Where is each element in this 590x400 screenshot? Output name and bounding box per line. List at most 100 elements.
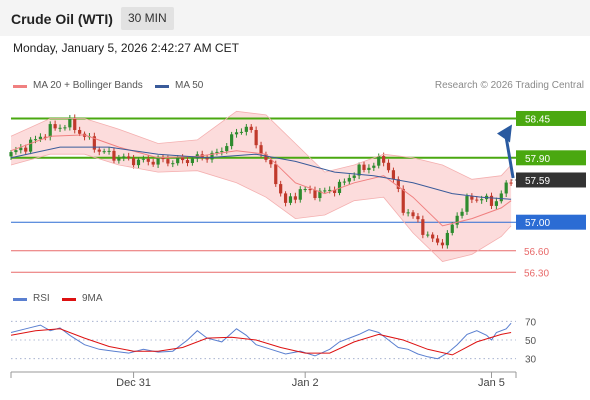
candle-body (475, 199, 479, 201)
candle-body (509, 182, 513, 184)
candle-body (293, 196, 297, 200)
candle-body (166, 159, 170, 164)
timestamp: Monday, January 5, 2026 2:42:27 AM CET (13, 41, 239, 55)
candle-body (48, 124, 52, 138)
interval-selector[interactable]: 30 MIN (121, 7, 174, 30)
candle-body (43, 136, 47, 138)
candle-body (127, 156, 131, 159)
candle-body (377, 156, 381, 166)
x-tick-label-2: Jan 5 (478, 377, 505, 389)
forecast-arrow-head (497, 124, 512, 143)
candle-body (215, 151, 219, 153)
rsi-tick-label-2: 30 (525, 355, 537, 366)
candle-body (416, 216, 420, 220)
candle-body (328, 189, 332, 191)
candle-body (102, 151, 106, 153)
candle-body (426, 234, 430, 236)
candle-body (58, 127, 62, 129)
candle-body (63, 127, 67, 129)
candle-body (234, 132, 239, 135)
candle-body (362, 164, 366, 170)
candle-body (176, 157, 180, 164)
credit-text: Research © 2026 Trading Central (434, 80, 584, 91)
ma50-line (10, 146, 512, 200)
candle-body (279, 184, 283, 194)
candle-body (288, 196, 293, 203)
candle-body (38, 136, 43, 140)
ma20-line (10, 134, 512, 227)
candle-body (450, 224, 454, 233)
rsi-ma-line (10, 328, 512, 356)
bollinger-upper-line (10, 110, 512, 180)
legend-9ma: 9MA (82, 293, 103, 304)
candle-body (440, 242, 445, 246)
candle-body (161, 157, 165, 160)
candle-body (156, 157, 160, 165)
level-label-5: 56.30 (524, 268, 549, 279)
chart-header: Crude Oil (WTI) 30 MIN (0, 0, 590, 36)
legend-swatch-bollinger (13, 85, 27, 88)
candle-body (151, 161, 155, 165)
bollinger-band-fill (11, 111, 512, 262)
candle-body (494, 201, 498, 206)
candle-body (92, 136, 96, 150)
x-tick-label-0: Dec 31 (116, 377, 151, 389)
level-label-3: 57.00 (525, 218, 550, 229)
candle-body (406, 212, 410, 214)
candle-body (33, 139, 38, 141)
level-tag-0 (516, 110, 586, 126)
candle-body (283, 193, 288, 203)
legend-bollinger: MA 20 + Bollinger Bands (33, 80, 143, 91)
candle-body (220, 151, 224, 153)
candle-body (303, 189, 307, 191)
candle-body (269, 159, 273, 165)
forecast-arrow-shaft (504, 136, 515, 179)
candle-body (9, 152, 13, 157)
instrument-title: Crude Oil (WTI) (11, 11, 113, 27)
candle-body (352, 175, 356, 178)
candle-body (122, 156, 126, 158)
candle-body (313, 190, 317, 199)
candle-body (29, 139, 33, 152)
candle-body (308, 189, 312, 191)
candle-body (244, 126, 248, 132)
candle-body (14, 150, 18, 153)
candle-body (146, 158, 150, 162)
candle-body (401, 188, 405, 213)
legend-swatch-rsi (13, 298, 27, 301)
x-tick-label-1: Jan 2 (292, 377, 319, 389)
candle-body (171, 163, 175, 165)
rsi-tick-label-1: 50 (525, 336, 537, 347)
candle-body (298, 189, 302, 200)
candle-body (274, 164, 278, 185)
candle-body (259, 145, 263, 155)
candle-body (323, 190, 327, 192)
candle-body (205, 157, 209, 160)
candle-body (421, 219, 425, 235)
candle-body (396, 179, 400, 189)
candle-body (249, 126, 253, 131)
candle-body (107, 150, 111, 152)
candle-body (367, 167, 371, 170)
candle-body (141, 158, 145, 160)
level-tag-1 (516, 150, 586, 166)
candle-body (357, 164, 361, 176)
candle-body (210, 152, 214, 160)
candle-body (435, 238, 440, 243)
candle-body (332, 189, 337, 193)
candle-body (230, 134, 234, 147)
candle-body (431, 234, 435, 239)
candle-body (24, 147, 28, 152)
legend-ma50: MA 50 (175, 80, 204, 91)
candle-body (19, 147, 23, 151)
candle-body (97, 149, 101, 152)
legend-swatch-9ma (62, 298, 76, 301)
candle-body (465, 196, 469, 212)
candle-body (254, 130, 258, 146)
candle-body (499, 193, 503, 202)
candle-body (112, 150, 116, 161)
candle-body (225, 146, 229, 152)
legend-rsi: RSI (33, 293, 50, 304)
candle-body (391, 170, 396, 180)
